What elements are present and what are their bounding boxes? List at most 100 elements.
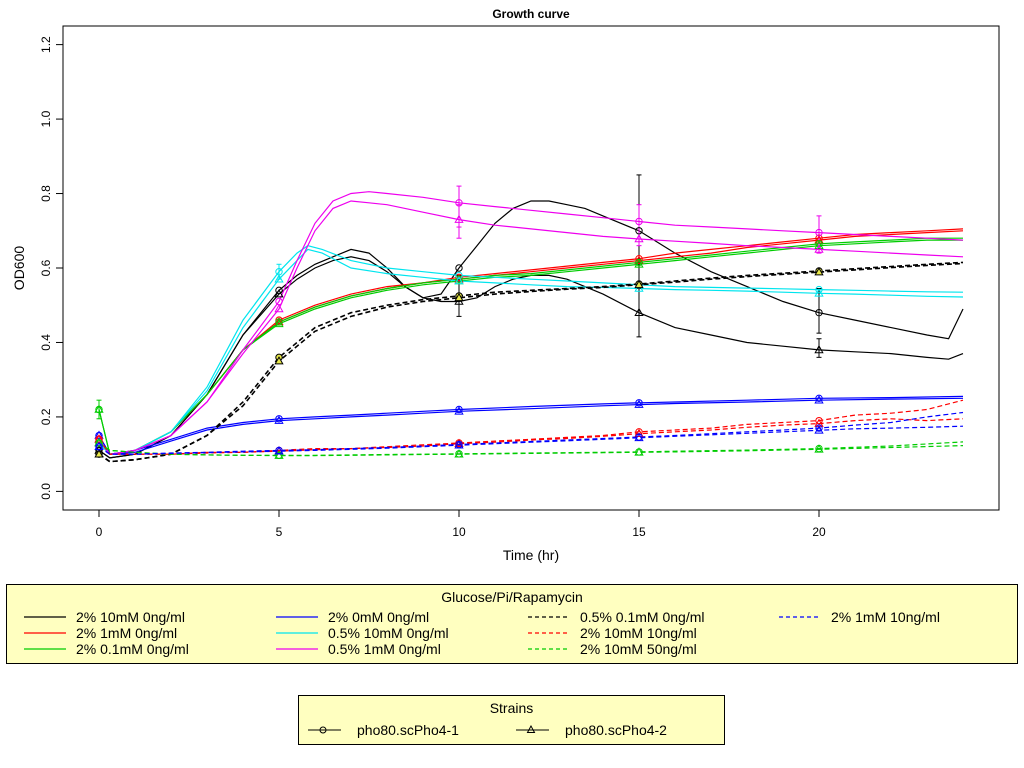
data-point-marker: [454, 214, 464, 223]
legend-line-swatch: [528, 648, 570, 650]
series-line: [98, 239, 963, 455]
series-line: [98, 397, 964, 455]
data-point-marker: [94, 404, 104, 413]
series-line: [98, 256, 964, 459]
data-point-marker: [815, 228, 823, 237]
legend-condition-label: 2% 1mM 10ng/ml: [831, 609, 940, 625]
data-point-marker: [274, 318, 284, 328]
data-point-marker: [815, 240, 823, 248]
legend-line-swatch: [276, 632, 318, 634]
x-axis-label: Time (hr): [503, 547, 559, 563]
x-axis: 0 5 10 15 20: [96, 509, 826, 539]
data-point-marker: [634, 428, 644, 437]
data-point-marker: [274, 274, 284, 283]
y-tick-label: 0.2: [39, 408, 53, 425]
y-tick-label: 1.2: [39, 36, 53, 53]
legend-line-swatch: [24, 648, 66, 650]
data-point-marker: [454, 275, 464, 285]
data-point-marker: [635, 254, 643, 263]
data-point-marker: [634, 279, 644, 289]
data-point-marker: [634, 432, 644, 442]
legend-line-swatch: [276, 616, 318, 618]
data-point-marker: [815, 416, 823, 425]
data-point-marker: [815, 394, 823, 403]
data-point-marker: [274, 356, 284, 365]
legend-strain-label: pho80.scPho4-1: [357, 722, 459, 738]
legend-marker-swatch: [516, 724, 549, 733]
y-tick-label: 1.0: [39, 110, 53, 127]
data-point-marker: [635, 227, 643, 235]
data-point-marker: [455, 271, 463, 280]
series-line: [98, 442, 964, 457]
data-point-marker: [274, 446, 284, 455]
legend-condition-label: 2% 10mM 0ng/ml: [76, 609, 185, 625]
data-point-marker: [815, 285, 823, 294]
legend-line-swatch: [24, 616, 66, 618]
data-point-marker: [634, 259, 644, 268]
data-point-marker: [94, 449, 104, 458]
legend-conditions-title: Glucose/Pi/Rapamycin: [441, 589, 583, 605]
series-line: [98, 395, 964, 455]
legend-line-swatch: [528, 616, 570, 618]
y-axis-label: OD600: [11, 246, 27, 291]
series-line: [98, 228, 964, 455]
data-point-marker: [94, 437, 104, 447]
data-point-marker: [634, 233, 644, 243]
legend-condition-label: 2% 1mM 0ng/ml: [76, 625, 178, 641]
series-line: [98, 230, 964, 455]
marker-layer: [94, 199, 824, 459]
data-point-marker: [274, 289, 284, 298]
data-point-marker: [814, 425, 824, 434]
data-point-marker: [454, 406, 464, 415]
data-point-marker: [814, 240, 824, 249]
data-point-marker: [634, 399, 644, 408]
legend-conditions: Glucose/Pi/Rapamycin 2% 10mM 0ng/ml 2% 1m…: [6, 584, 1018, 664]
data-point-marker: [814, 395, 824, 404]
legend-line-swatch: [24, 632, 66, 634]
x-tick-label: 10: [452, 525, 466, 539]
series-line: [98, 425, 964, 455]
legend-strains: Strains pho80.scPho4-1 pho80.scPho4-2: [298, 695, 725, 745]
data-point-marker: [814, 267, 824, 276]
y-tick-label: 0.4: [39, 334, 53, 351]
legend-condition-label: 0.5% 10mM 0ng/ml: [328, 625, 449, 641]
data-point-marker: [634, 447, 644, 456]
data-point-marker: [275, 316, 283, 324]
x-tick-label: 5: [276, 525, 283, 539]
data-point-marker: [275, 286, 283, 295]
data-point-marker: [454, 449, 464, 458]
data-point-marker: [815, 424, 823, 432]
legend-condition-label: 2% 0.1mM 0ng/ml: [76, 641, 189, 657]
x-tick-label: 15: [632, 525, 646, 539]
data-point-marker: [455, 199, 463, 207]
legend-condition-label: 0.5% 0.1mM 0ng/ml: [580, 609, 705, 625]
data-point-marker: [274, 415, 284, 424]
y-tick-label: 0.8: [39, 185, 53, 202]
chart-title: Growth curve: [492, 7, 570, 21]
x-tick-label: 0: [96, 525, 103, 539]
data-point-marker: [455, 275, 463, 283]
legend-line-swatch: [276, 648, 318, 650]
legend-condition-label: 0.5% 1mM 0ng/ml: [328, 641, 441, 657]
data-point-marker: [455, 264, 463, 272]
data-point-marker: [814, 288, 824, 297]
series-line: [98, 261, 964, 463]
data-point-marker: [274, 303, 284, 313]
series-line: [98, 245, 964, 455]
data-point-marker: [634, 307, 644, 316]
data-point-marker: [815, 308, 823, 317]
y-tick-label: 0.6: [39, 259, 53, 276]
data-point-marker: [94, 441, 104, 450]
data-point-marker: [274, 450, 284, 459]
data-point-marker: [455, 273, 463, 282]
data-point-marker: [454, 440, 464, 449]
legend-condition-label: 2% 0mM 0ng/ml: [328, 609, 430, 625]
series-line: [98, 262, 964, 463]
data-point-marker: [814, 244, 824, 253]
data-point-marker: [635, 258, 643, 267]
legend-line-swatch: [528, 632, 570, 634]
legend-condition-label: 2% 10mM 10ng/ml: [580, 625, 697, 641]
legend-line-swatch: [779, 616, 821, 618]
data-point-marker: [814, 344, 824, 354]
